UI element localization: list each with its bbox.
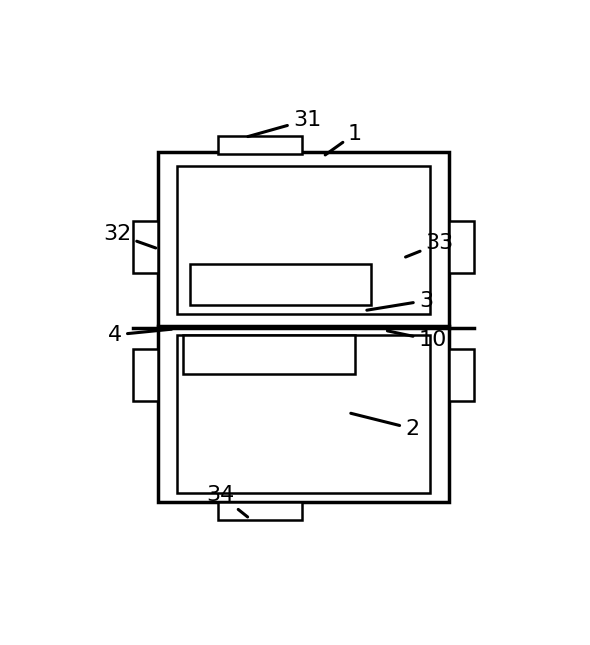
Text: 33: 33 <box>405 233 454 257</box>
Bar <box>133 221 158 273</box>
Text: 1: 1 <box>325 124 362 155</box>
Bar <box>176 335 431 493</box>
Bar <box>218 502 302 520</box>
Text: 3: 3 <box>367 291 433 311</box>
Bar <box>133 348 158 401</box>
Text: 34: 34 <box>206 485 248 517</box>
Text: 31: 31 <box>248 110 321 137</box>
Bar <box>191 264 371 305</box>
Bar <box>176 166 431 314</box>
Bar <box>183 335 355 373</box>
Bar <box>448 348 474 401</box>
Bar <box>218 136 302 154</box>
Bar <box>448 221 474 273</box>
Bar <box>158 152 448 328</box>
Text: 2: 2 <box>351 413 419 439</box>
Text: 32: 32 <box>103 224 156 248</box>
Text: 4: 4 <box>108 325 172 345</box>
Bar <box>158 326 448 502</box>
Text: 10: 10 <box>388 330 447 350</box>
